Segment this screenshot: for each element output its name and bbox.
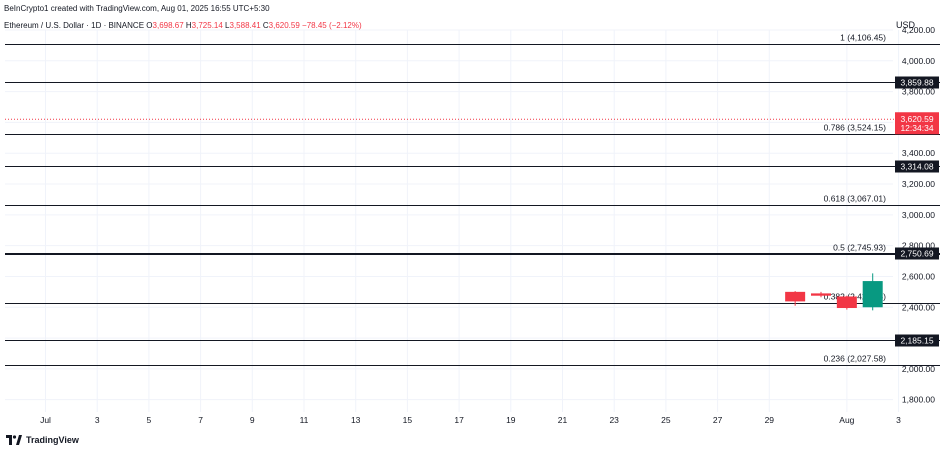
candle-body bbox=[785, 291, 806, 302]
time-tick-label: 15 bbox=[403, 415, 413, 425]
price-tick-label: 2,400.00 bbox=[902, 302, 935, 312]
open-value: 3,698.67 bbox=[152, 21, 184, 30]
time-tick-label: 13 bbox=[351, 415, 361, 425]
open-label: O bbox=[146, 21, 153, 30]
time-axis[interactable]: Jul 3 5 7 9 11 13 15 17 19 21 23 25 27 29 Aug 3 bbox=[40, 415, 901, 425]
last-price-countdown: 12:34:34 bbox=[900, 123, 933, 133]
last-price-tag bbox=[895, 112, 939, 135]
change-value: −78.45 (−2.12%) bbox=[302, 21, 362, 30]
time-tick-label: 19 bbox=[506, 415, 516, 425]
level-axis-tag bbox=[895, 334, 939, 347]
close-value: 3,620.59 bbox=[268, 21, 300, 30]
price-tick-label: 3,200.00 bbox=[902, 179, 935, 189]
time-tick-label: 11 bbox=[300, 415, 309, 425]
time-tick-label: Aug bbox=[839, 415, 854, 425]
ohlc-legend: Ethereum / U.S. Dollar · 1D · BINANCE O3… bbox=[4, 21, 362, 30]
time-tick-label: 27 bbox=[713, 415, 723, 425]
close-label: C bbox=[262, 21, 269, 30]
high-value: 3,725.14 bbox=[191, 21, 223, 30]
symbol-title[interactable]: Ethereum / U.S. Dollar · 1D · BINANCE bbox=[4, 21, 145, 30]
level-label: 0.5 (2,745.93) bbox=[833, 243, 886, 253]
price-tick-label: 3,800.00 bbox=[902, 87, 935, 97]
candle-body bbox=[836, 296, 857, 309]
axis-tags: 3,859.88 3,314.08 2,750.69 2,185.15 3,620.59… bbox=[895, 76, 939, 347]
time-tick-label: 9 bbox=[250, 415, 255, 425]
candle-body bbox=[862, 281, 883, 308]
time-tick-label: 7 bbox=[198, 415, 203, 425]
level-label: 0.786 (3,524.15) bbox=[824, 123, 887, 133]
level-label: 0.618 (3,067.01) bbox=[824, 194, 887, 204]
price-tick-label: 3,000.00 bbox=[902, 210, 935, 220]
time-tick-label: 17 bbox=[454, 415, 464, 425]
level-axis-tag-label: 2,750.69 bbox=[900, 249, 933, 259]
level-axis-tag bbox=[895, 247, 939, 260]
time-tick-label: 23 bbox=[609, 415, 619, 425]
time-tick-label: 5 bbox=[147, 415, 152, 425]
currency-label[interactable]: USD bbox=[895, 20, 915, 30]
time-tick-label: 3 bbox=[896, 415, 901, 425]
low-label: L bbox=[225, 21, 230, 30]
time-tick-label: 25 bbox=[661, 415, 671, 425]
candles bbox=[785, 273, 883, 311]
brand-name: TradingView bbox=[26, 435, 79, 445]
level-label: 0.236 (2,027.58) bbox=[824, 354, 887, 364]
price-tick-label: 1,800.00 bbox=[902, 395, 935, 405]
tradingview-logo-icon bbox=[6, 435, 22, 445]
fib-levels: 1 (4,106.45) 0.786 (3,524.15) 0.618 (3,067… bbox=[5, 33, 940, 366]
price-tick-label: 3,400.00 bbox=[902, 148, 935, 158]
level-axis-tag-label: 3,859.88 bbox=[900, 78, 933, 88]
last-price-label: 3,620.59 bbox=[900, 114, 933, 124]
price-tick-label: 2,000.00 bbox=[902, 364, 935, 374]
high-label: H bbox=[185, 21, 192, 30]
low-value: 3,588.41 bbox=[229, 21, 261, 30]
credit-text: BeInCrypto1 created with TradingView.com… bbox=[4, 4, 270, 13]
tradingview-brand[interactable]: TradingView bbox=[6, 435, 79, 445]
level-axis-tag-label: 2,185.15 bbox=[900, 336, 933, 346]
time-tick-label: 21 bbox=[558, 415, 568, 425]
time-tick-label: 29 bbox=[765, 415, 775, 425]
price-tick-label: 4,000.00 bbox=[902, 56, 935, 66]
candle-body bbox=[811, 293, 831, 296]
price-tick-label: 4,200.00 bbox=[902, 25, 935, 35]
level-axis-tag bbox=[895, 160, 939, 173]
level-label: 1 (4,106.45) bbox=[840, 33, 886, 43]
level-axis-tag-label: 3,314.08 bbox=[900, 162, 933, 172]
price-tick-label: 2,800.00 bbox=[902, 241, 935, 251]
price-tick-label: 2,600.00 bbox=[902, 271, 935, 281]
time-tick-label: Jul bbox=[40, 415, 51, 425]
grid-lines bbox=[5, 29, 900, 412]
time-tick-label: 3 bbox=[95, 415, 100, 425]
level-axis-tag bbox=[895, 76, 939, 89]
